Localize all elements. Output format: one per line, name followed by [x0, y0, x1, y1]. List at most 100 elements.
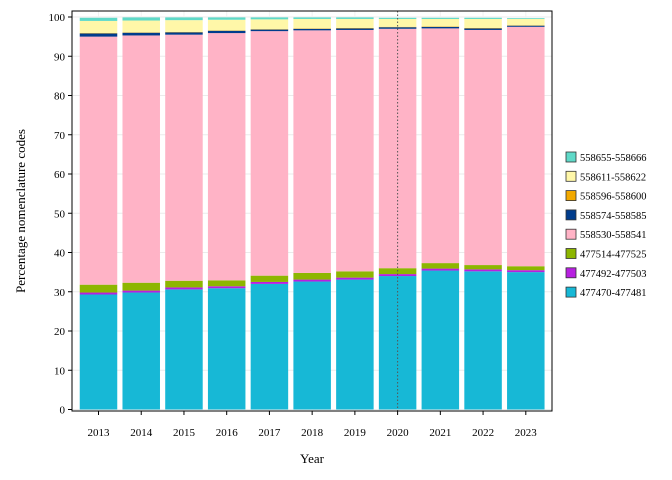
bar-segment-558574-558585-2019 [336, 28, 374, 30]
bar-segment-558574-558585-2021 [421, 26, 460, 29]
bar-segment-477492-477503-2015 [165, 287, 203, 290]
bar-segment-477492-477503-2023 [507, 270, 545, 273]
y-tick-label: 80 [54, 91, 66, 103]
bar-segment-558611-558622-2013 [79, 20, 118, 34]
bar-segment-558574-558585-2023 [507, 25, 545, 27]
bar-segment-477514-477525-2013 [79, 284, 118, 293]
y-tick-label: 30 [54, 287, 66, 299]
bar-segment-558611-558622-2018 [293, 18, 331, 29]
x-tick-label: 2015 [173, 427, 196, 439]
x-axis-title: Year [300, 451, 325, 466]
bar-segment-558655-558666-2016 [207, 17, 246, 20]
legend-swatch [565, 228, 577, 240]
y-axis: 0 10 20 30 40 50 60 70 80 90 100 [49, 12, 72, 417]
x-tick-label: 2022 [472, 427, 494, 439]
bar-segment-477514-477525-2021 [421, 263, 460, 269]
x-tick-label: 2019 [344, 427, 367, 439]
bar-stack-2015 [165, 17, 203, 410]
bar-segment-477492-477503-2019 [336, 277, 374, 280]
bar-segment-558611-558622-2019 [336, 18, 374, 28]
bar-segment-558611-558622-2014 [122, 20, 160, 33]
legend-label: 477514-477525 [580, 250, 647, 261]
y-tick-label: 60 [54, 169, 66, 181]
bar-stack-2014 [122, 17, 160, 410]
y-tick-label: 70 [54, 130, 66, 142]
bar-stack-2022 [464, 17, 502, 410]
legend-item-558611-558622: 558611-558622 [565, 170, 646, 183]
bar-segment-558530-558541-2015 [165, 34, 203, 281]
bar-segment-558611-558622-2023 [507, 18, 545, 26]
bar-segment-558530-558541-2022 [464, 29, 502, 266]
bar-segment-558574-558585-2015 [165, 32, 203, 35]
bar-segment-477470-477481-2023 [507, 272, 545, 410]
bar-stack-2013 [79, 17, 118, 410]
bar-segment-558655-558666-2022 [464, 17, 502, 19]
legend-item-558596-558600: 558596-558600 [565, 190, 647, 203]
bar-segment-558655-558666-2013 [79, 17, 118, 21]
bar-segment-558574-558585-2022 [464, 28, 502, 30]
bar-segment-477492-477503-2013 [79, 292, 118, 295]
bar-segment-558530-558541-2018 [293, 30, 331, 273]
bar-segment-558655-558666-2014 [122, 17, 160, 21]
bar-segment-477470-477481-2018 [293, 281, 331, 410]
bar-segment-558530-558541-2019 [336, 29, 374, 272]
bar-segment-558574-558585-2017 [250, 29, 289, 32]
bar-segment-477470-477481-2016 [207, 288, 246, 410]
x-axis: 2013 2014 2015 2016 2017 2018 2019 2020 2021 2022… [88, 411, 538, 439]
bar-segment-477492-477503-2017 [250, 281, 289, 284]
bar-segment-477514-477525-2017 [250, 275, 289, 282]
bar-stack-2016 [207, 17, 246, 410]
y-tick-label: 20 [54, 326, 66, 338]
bars [79, 17, 545, 410]
bar-segment-558530-558541-2014 [122, 35, 160, 283]
x-tick-label: 2013 [88, 427, 111, 439]
legend-item-558655-558666: 558655-558666 [565, 151, 647, 164]
bar-stack-2019 [336, 17, 374, 410]
y-tick-label: 100 [49, 12, 66, 24]
bar-segment-477470-477481-2017 [250, 283, 289, 410]
bar-segment-477470-477481-2019 [336, 279, 374, 410]
bar-segment-477470-477481-2022 [464, 271, 502, 410]
legend-swatch [565, 248, 577, 259]
bar-segment-477514-477525-2016 [207, 280, 246, 287]
legend: 558655-558666 558611-558622 558596-558600 5… [565, 151, 647, 299]
bar-segment-558530-558541-2013 [79, 36, 118, 285]
legend-label: 558655-558666 [580, 153, 647, 164]
bar-segment-477492-477503-2022 [464, 269, 502, 272]
bar-segment-558530-558541-2023 [507, 26, 545, 267]
bar-segment-558611-558622-2016 [207, 19, 246, 31]
y-tick-label: 0 [60, 405, 66, 417]
bar-segment-558611-558622-2015 [165, 20, 203, 32]
bar-segment-558574-558585-2014 [122, 32, 160, 36]
legend-swatch [565, 286, 577, 298]
bar-segment-477470-477481-2013 [79, 294, 118, 410]
y-tick-label: 50 [54, 208, 66, 220]
legend-label: 558596-558600 [580, 192, 647, 203]
legend-label: 477492-477503 [580, 269, 647, 280]
bar-segment-558655-558666-2021 [421, 17, 460, 19]
legend-swatch [565, 267, 577, 279]
bar-segment-477514-477525-2018 [293, 272, 331, 280]
bar-segment-558655-558666-2019 [336, 17, 374, 19]
y-axis-title: Percentage nomenclature codes [13, 129, 28, 293]
bar-segment-558611-558622-2022 [464, 18, 502, 28]
x-tick-label: 2020 [387, 427, 410, 439]
legend-label: 477470-477481 [580, 288, 647, 299]
x-tick-label: 2014 [130, 427, 153, 439]
legend-swatch [565, 151, 577, 163]
bar-stack-2023 [507, 18, 545, 410]
bar-segment-558574-558585-2018 [293, 28, 331, 31]
bar-segment-558530-558541-2016 [207, 33, 246, 281]
bar-segment-477514-477525-2015 [165, 280, 203, 288]
bar-segment-477492-477503-2021 [421, 268, 460, 271]
bar-segment-477492-477503-2016 [207, 286, 246, 289]
x-tick-label: 2023 [515, 427, 538, 439]
bar-segment-477470-477481-2021 [421, 270, 460, 410]
bar-segment-477470-477481-2015 [165, 289, 203, 410]
bar-segment-477514-477525-2022 [464, 265, 502, 270]
legend-label: 558611-558622 [580, 172, 646, 183]
bar-segment-558530-558541-2021 [421, 28, 460, 264]
bar-segment-558655-558666-2023 [507, 18, 545, 19]
y-tick-label: 40 [54, 248, 66, 260]
